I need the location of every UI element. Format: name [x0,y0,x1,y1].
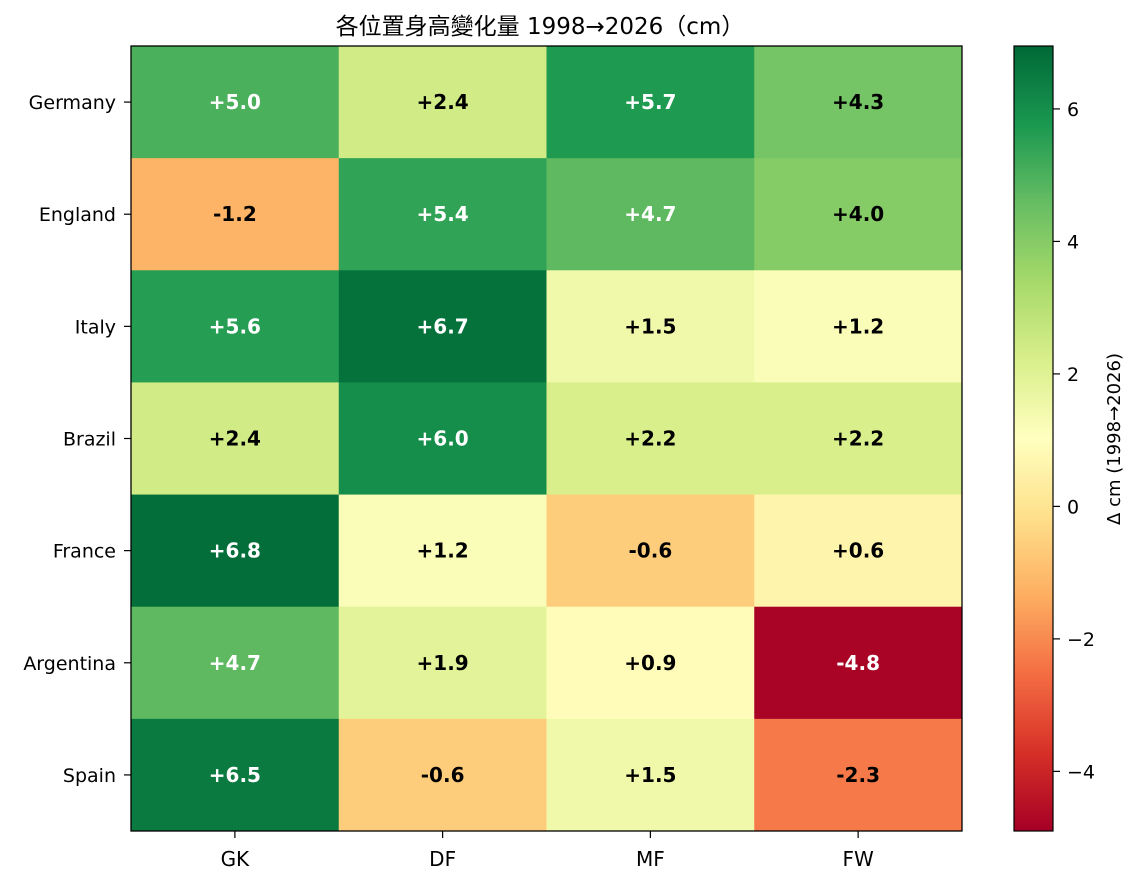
x-tick-label: DF [429,847,456,871]
heatmap-cells [131,46,963,832]
cell-value-label: +4.3 [832,90,884,114]
colorbar-tick-label: 6 [1067,99,1079,121]
cell-value-label: +1.2 [832,314,884,338]
y-tick-label: Brazil [63,429,116,451]
colorbar-tick-label: 2 [1067,364,1079,386]
heatmap-cell-argentina-fw [754,606,963,720]
heatmap-cell-labels: +5.0 +2.4 +5.7 +4.3 -1.2 +5.4 +4.7 +4.0 +5.6 +6.7… [209,90,884,787]
cell-value-label: +6.5 [209,763,261,787]
heatmap-cell-spain-mf [546,718,755,832]
y-tick-label: Germany [29,92,116,114]
colorbar-tick-label: 4 [1067,231,1079,253]
y-tick-label: Italy [75,316,116,338]
heatmap-cell-argentina-df [338,606,547,720]
cell-value-label: -2.3 [836,763,880,787]
cell-value-label: +2.4 [209,427,261,451]
y-tick-label: Spain [63,765,116,787]
heatmap-cell-argentina-gk [131,606,340,720]
heatmap-cell-germany-mf [546,46,755,159]
colorbar-tick-label: −2 [1067,629,1095,651]
cell-value-label: +4.7 [209,651,261,675]
y-tick-label: Argentina [23,653,116,675]
heatmap-cell-england-mf [546,158,755,271]
heatmap-cell-germany-fw [754,46,963,159]
colorbar-gradient [1014,46,1053,831]
heatmap-cell-england-df [338,158,547,271]
heatmap-cell-brazil-mf [546,382,755,496]
cell-value-label: +6.0 [417,427,469,451]
cell-value-label: +1.2 [417,539,469,563]
x-tick-label: FW [842,847,874,871]
heatmap-cell-france-mf [546,494,755,608]
cell-value-label: -0.6 [629,539,673,563]
heatmap-cell-italy-mf [546,270,755,383]
cell-value-label: +5.4 [417,202,469,226]
colorbar-tick-label: 0 [1067,496,1079,518]
cell-value-label: -1.2 [213,202,257,226]
heatmap-cell-germany-df [338,46,547,159]
cell-value-label: +1.5 [624,314,676,338]
heatmap-cell-italy-fw [754,270,963,383]
heatmap-cell-england-fw [754,158,963,271]
cell-value-label: +4.0 [832,202,884,226]
cell-value-label: +0.6 [832,539,884,563]
colorbar: 6 4 2 0 −2 −4 Δ cm (1998→2026) [1013,45,1125,832]
cell-value-label: +2.2 [624,427,676,451]
heatmap-cell-france-fw [754,494,963,608]
heatmap-cell-italy-df [338,270,547,383]
heatmap-cell-brazil-fw [754,382,963,496]
colorbar-frame [1013,45,1054,832]
heatmap-cell-france-df [338,494,547,608]
y-tick-label: France [53,541,116,563]
colorbar-label: Δ cm (1998→2026) [1104,353,1125,525]
heatmap-cell-england-gk [131,158,340,271]
colorbar-ticks: 6 4 2 0 −2 −4 [1053,99,1095,783]
cell-value-label: +2.2 [832,427,884,451]
cell-value-label: -0.6 [421,763,465,787]
cell-value-label: +4.7 [624,202,676,226]
x-axis: GK DF MF FW [221,831,874,871]
cell-value-label: +6.8 [209,539,261,563]
cell-value-label: +5.7 [624,90,676,114]
x-tick-label: MF [636,847,665,871]
colorbar-tick-label: −4 [1067,761,1095,783]
cell-value-label: +5.6 [209,314,261,338]
cell-value-label: +6.7 [417,314,469,338]
heatmap-cell-italy-gk [131,270,340,383]
heatmap-cell-argentina-mf [546,606,755,720]
heatmap-cell-france-gk [131,494,340,608]
heatmap-cell-brazil-df [338,382,547,496]
heatmap-cell-germany-gk [131,46,340,159]
heatmap-cell-spain-fw [754,718,963,832]
chart-title: 各位置身高變化量 1998→2026（cm） [336,14,745,40]
cell-value-label: +2.4 [417,90,469,114]
cell-value-label: -4.8 [836,651,880,675]
cell-value-label: +1.5 [624,763,676,787]
heatmap-cell-spain-df [338,718,547,832]
x-tick-label: GK [221,847,250,871]
heatmap-cell-spain-gk [131,718,340,832]
cell-value-label: +0.9 [624,651,676,675]
cell-value-label: +1.9 [417,651,469,675]
cell-value-label: +5.0 [209,90,261,114]
y-axis: Germany England Italy Brazil France Argentina… [23,92,131,787]
heatmap-cell-brazil-gk [131,382,340,496]
y-tick-label: England [39,204,116,226]
